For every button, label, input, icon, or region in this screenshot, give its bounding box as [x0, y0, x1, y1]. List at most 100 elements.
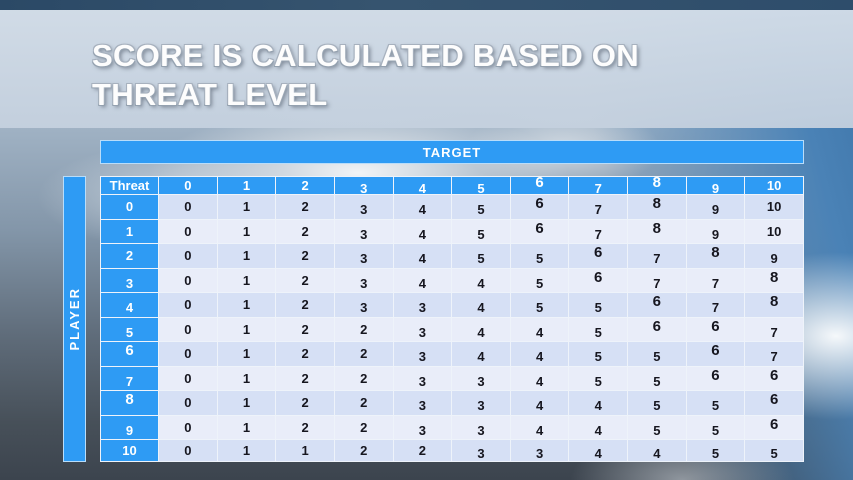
score-cell: 2	[275, 218, 335, 245]
score-cell: 3	[392, 316, 453, 343]
score-cell: 2	[275, 316, 335, 343]
score-cell: 2	[275, 194, 335, 220]
top-strip	[0, 0, 853, 10]
score-cell: 0	[158, 390, 218, 416]
score-cell: 1	[216, 341, 277, 367]
score-cell: 2	[333, 365, 394, 392]
score-cell: 2	[275, 267, 335, 294]
target-col-header: 6	[509, 176, 570, 195]
score-cell: 2	[392, 439, 453, 462]
score-cell: 2	[275, 365, 335, 392]
score-cell: 1	[216, 316, 277, 343]
score-cell: 3	[451, 414, 511, 441]
score-cell: 6	[509, 194, 570, 220]
score-cell: 5	[627, 341, 687, 367]
score-cell: 5	[685, 390, 746, 416]
score-cell: 3	[333, 243, 394, 269]
score-cell: 8	[627, 194, 687, 220]
score-cell: 1	[216, 267, 277, 294]
target-col-header: 9	[685, 176, 746, 195]
score-cell: 4	[451, 267, 511, 294]
score-cell: 5	[685, 414, 746, 441]
score-cell: 6	[744, 365, 804, 392]
score-cell: 4	[509, 414, 570, 441]
score-cell: 4	[509, 316, 570, 343]
score-cell: 1	[216, 439, 277, 462]
score-table-head: Threat 0 1 2 3 4 5 6 7 8 9 10	[100, 176, 804, 195]
slide-title-line1: SCORE IS CALCULATED BASED ON	[92, 38, 639, 73]
score-cell: 0	[158, 414, 218, 441]
score-cell: 2	[275, 414, 335, 441]
score-cell: 5	[685, 439, 746, 462]
score-cell: 2	[333, 439, 394, 462]
score-cell: 3	[451, 439, 511, 462]
score-cell: 1	[216, 390, 277, 416]
player-row-header: 1	[100, 218, 159, 245]
score-cell: 5	[568, 365, 628, 392]
score-cell: 5	[568, 292, 628, 318]
target-col-header: 1	[216, 176, 277, 195]
score-cell: 9	[685, 194, 746, 220]
score-cell: 1	[216, 292, 277, 318]
score-cell: 4	[509, 390, 570, 416]
target-axis-label: TARGET	[422, 144, 482, 160]
score-cell: 2	[275, 292, 335, 318]
title-banner: SCORE IS CALCULATED BASED ON THREAT LEVE…	[0, 10, 853, 128]
target-col-header: 3	[333, 176, 394, 195]
score-cell: 7	[744, 341, 804, 367]
table-header-row: Threat 0 1 2 3 4 5 6 7 8 9 10	[100, 176, 804, 195]
score-cell: 7	[627, 243, 687, 269]
score-row: 1 0 1 2 3 4 5 6 7 8 9 10	[100, 218, 804, 245]
target-col-header: 8	[627, 176, 687, 195]
score-cell: 4	[451, 292, 511, 318]
score-cell: 7	[685, 267, 746, 294]
player-row-header: 3	[100, 267, 159, 294]
score-cell: 7	[568, 218, 628, 245]
score-cell: 5	[451, 243, 511, 269]
player-row-header: 2	[100, 243, 159, 269]
score-cell: 7	[627, 267, 687, 294]
score-cell: 1	[216, 414, 277, 441]
score-cell: 7	[568, 194, 628, 220]
score-cell: 4	[509, 365, 570, 392]
score-cell: 3	[392, 390, 453, 416]
score-cell: 0	[158, 194, 218, 220]
score-cell: 5	[509, 267, 570, 294]
score-cell: 3	[509, 439, 570, 462]
score-cell: 2	[333, 341, 394, 367]
score-cell: 6	[568, 267, 628, 294]
score-cell: 3	[333, 292, 394, 318]
score-cell: 4	[451, 316, 511, 343]
target-axis-header: TARGET	[100, 140, 804, 164]
score-cell: 4	[392, 194, 453, 220]
score-cell: 10	[744, 218, 804, 245]
score-matrix-table: Threat 0 1 2 3 4 5 6 7 8 9 10 0 0 1 2 3 4 5 6 7 8 9 10 1 0 1 2 3 4 5 6…	[100, 176, 804, 462]
score-cell: 1	[216, 218, 277, 245]
score-cell: 4	[568, 439, 628, 462]
score-cell: 1	[216, 194, 277, 220]
slide-title-line2: THREAT LEVEL	[92, 77, 328, 112]
score-cell: 0	[158, 365, 218, 392]
score-row: 0 0 1 2 3 4 5 6 7 8 9 10	[100, 194, 804, 220]
player-row-header: 8	[100, 390, 159, 416]
score-cell: 6	[685, 365, 746, 392]
score-cell: 5	[568, 341, 628, 367]
score-cell: 6	[627, 316, 687, 343]
score-cell: 3	[333, 218, 394, 245]
score-cell: 2	[333, 316, 394, 343]
score-cell: 5	[451, 194, 511, 220]
score-cell: 2	[275, 341, 335, 367]
score-cell: 5	[451, 218, 511, 245]
player-row-header: 10	[100, 439, 159, 462]
target-col-header: 4	[392, 176, 453, 195]
target-col-header: 0	[158, 176, 218, 195]
score-cell: 0	[158, 316, 218, 343]
score-cell: 0	[158, 292, 218, 318]
score-cell: 4	[392, 243, 453, 269]
